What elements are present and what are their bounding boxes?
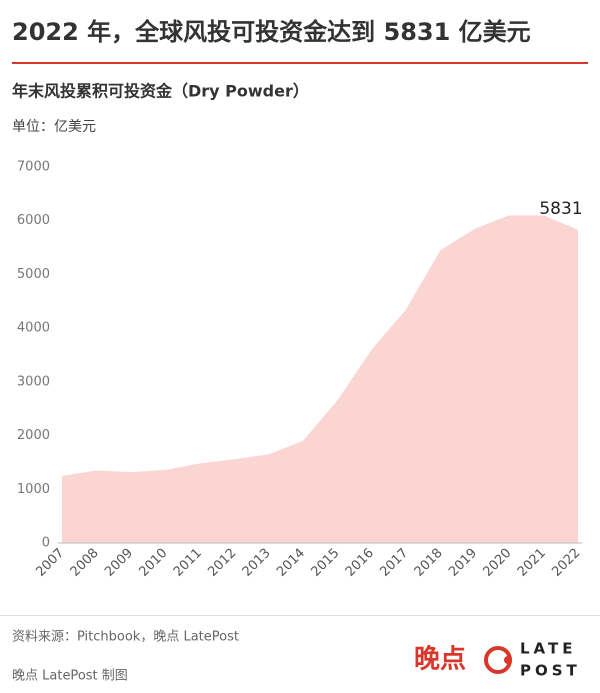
footer-rule <box>0 615 600 616</box>
x-tick-label: 2007 <box>33 546 67 580</box>
x-tick-label: 2010 <box>136 546 170 580</box>
x-tick-label: 2022 <box>549 546 583 580</box>
logo-dot <box>504 656 512 664</box>
x-tick-label: 2013 <box>240 546 274 580</box>
y-tick-label: 0 <box>42 536 50 551</box>
x-tick-label: 2021 <box>515 546 549 580</box>
logo-en: LATE <box>520 640 576 658</box>
data-label: 5831 <box>539 199 582 219</box>
y-tick-label: 6000 <box>17 213 50 228</box>
x-tick-label: 2011 <box>171 546 205 580</box>
y-tick-label: 3000 <box>17 374 50 389</box>
x-tick-label: 2009 <box>102 546 136 580</box>
logo-cn: 晚点 <box>414 644 466 675</box>
area <box>62 215 578 544</box>
title-rule <box>12 62 588 64</box>
y-tick-label: 7000 <box>17 160 50 175</box>
y-tick-label: 5000 <box>17 267 50 282</box>
logo-en: POST <box>520 662 581 680</box>
source: 资料来源：Pitchbook，晚点 LatePost <box>12 630 239 645</box>
x-tick-label: 2014 <box>274 546 308 580</box>
unit-label: 单位：亿美元 <box>12 119 96 135</box>
y-tick-label: 4000 <box>17 321 50 336</box>
x-tick-label: 2008 <box>68 546 102 580</box>
x-tick-label: 2018 <box>412 546 446 580</box>
x-tick-label: 2016 <box>343 546 377 580</box>
x-tick-label: 2019 <box>446 546 480 580</box>
chart-title: 年末风投累积可投资金（Dry Powder） <box>12 82 309 101</box>
page-title: 2022 年，全球风投可投资金达到 5831 亿美元 <box>12 18 531 46</box>
y-tick-label: 1000 <box>17 482 50 497</box>
x-tick-label: 2017 <box>377 546 411 580</box>
credit: 晚点 LatePost 制图 <box>12 669 128 684</box>
x-tick-label: 2020 <box>480 546 514 580</box>
y-tick-label: 2000 <box>17 428 50 443</box>
x-tick-label: 2012 <box>205 546 239 580</box>
x-tick-label: 2015 <box>308 546 342 580</box>
